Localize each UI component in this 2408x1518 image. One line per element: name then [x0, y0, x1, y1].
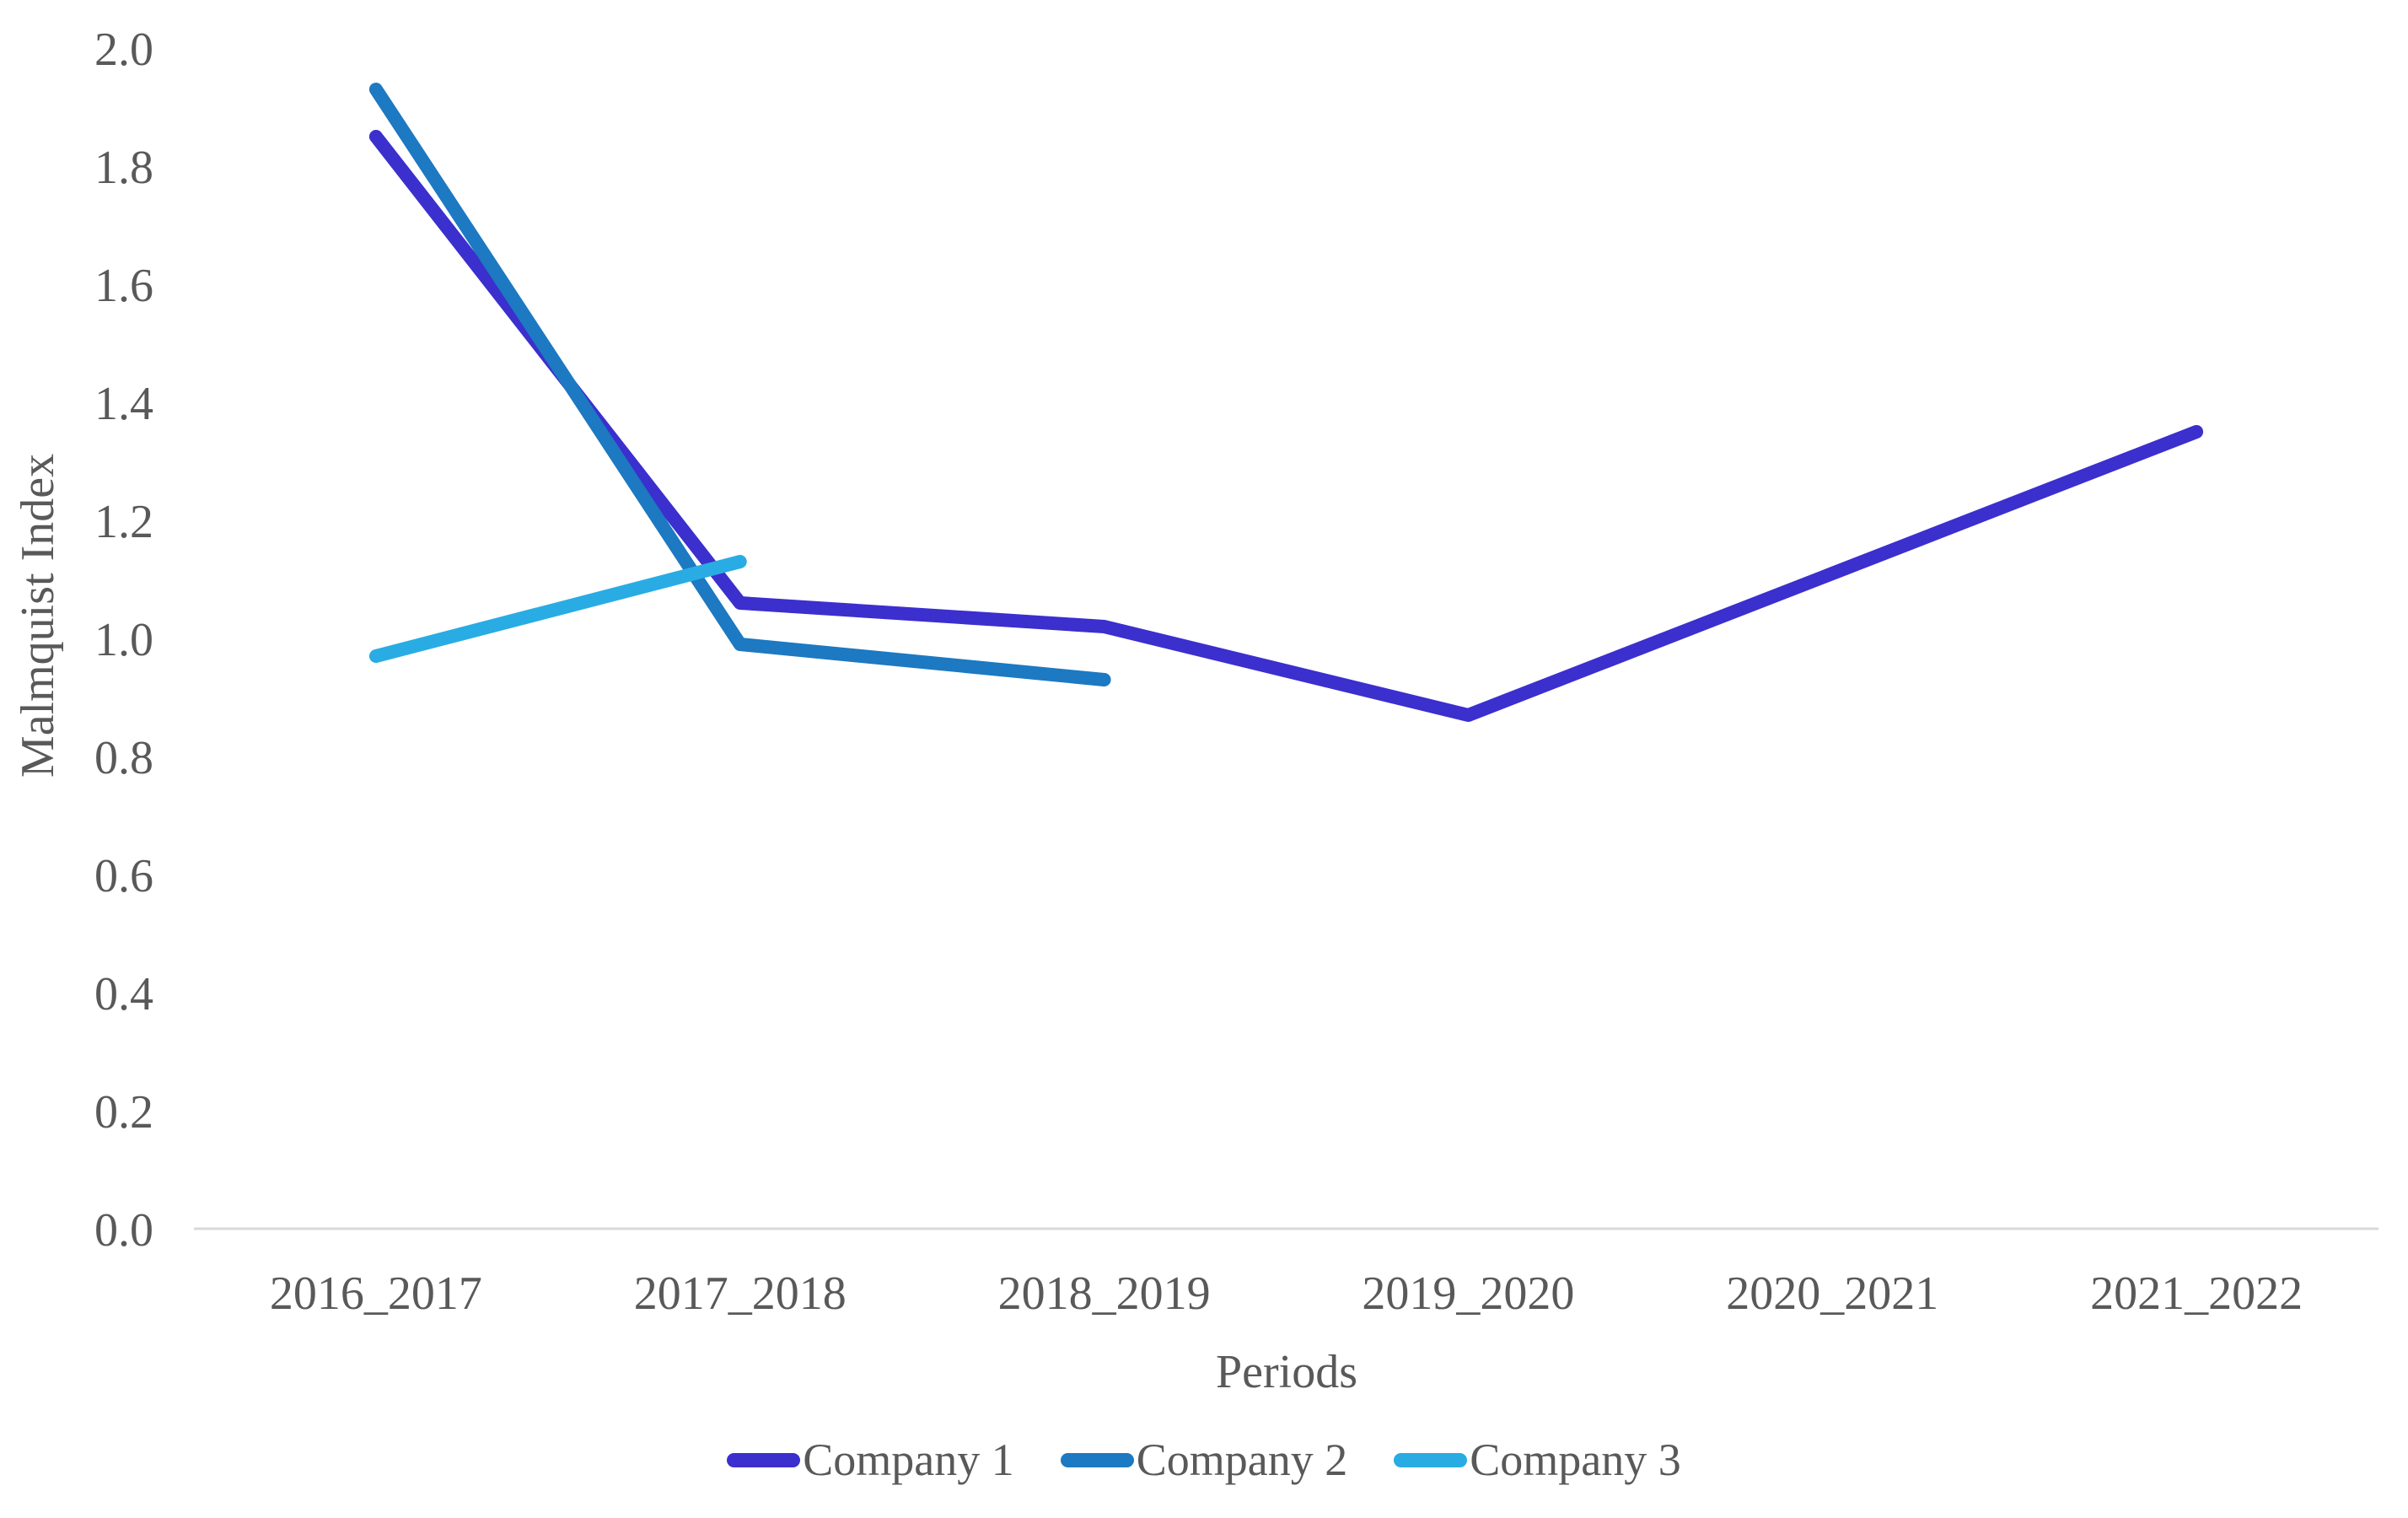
x-tick-label: 2017_2018 — [634, 1268, 847, 1320]
y-axis-title: Malmquist Index — [12, 454, 64, 778]
y-tick-label: 0.8 — [94, 732, 153, 784]
y-tick-label: 0.6 — [94, 850, 153, 902]
x-tick-label: 2021_2022 — [2090, 1268, 2303, 1320]
series-line-company-3 — [368, 555, 747, 663]
legend-swatch-company-2 — [1060, 1452, 1134, 1467]
legend-label: Company 3 — [1470, 1435, 1681, 1485]
y-tick-label: 0.2 — [94, 1086, 153, 1138]
x-tick-label: 2020_2021 — [1726, 1268, 1938, 1320]
series-lines-group — [368, 83, 2204, 722]
y-tick-label: 1.2 — [94, 496, 153, 548]
y-axis-tick-labels: 0.0 0.2 0.4 0.6 0.8 1.0 1.2 1.4 1.6 1.8 2.0 — [94, 24, 153, 1257]
legend-swatch-company-3 — [1394, 1452, 1468, 1467]
x-axis-title: Periods — [1216, 1346, 1357, 1398]
legend-item-company-1: Company 1 — [727, 1430, 1014, 1489]
x-axis-tick-labels: 2016_2017 2017_2018 2018_2019 2019_2020 2020… — [270, 1268, 2303, 1320]
legend-item-company-2: Company 2 — [1060, 1430, 1348, 1489]
y-tick-label: 1.6 — [94, 260, 153, 312]
x-tick-label: 2016_2017 — [270, 1268, 482, 1320]
y-tick-label: 0.4 — [94, 968, 153, 1020]
y-tick-label: 1.8 — [94, 142, 153, 194]
series-line-company-1 — [368, 130, 2204, 722]
x-tick-label: 2019_2020 — [1362, 1268, 1574, 1320]
x-tick-label: 2018_2019 — [998, 1268, 1211, 1320]
series-line-company-2 — [368, 83, 1111, 686]
legend-item-company-3: Company 3 — [1394, 1430, 1681, 1489]
y-tick-label: 1.0 — [94, 614, 153, 666]
legend-swatch-company-1 — [727, 1452, 801, 1467]
y-tick-label: 2.0 — [94, 24, 153, 76]
legend-label: Company 1 — [803, 1435, 1014, 1485]
y-tick-label: 0.0 — [94, 1204, 153, 1257]
legend-label: Company 2 — [1136, 1435, 1348, 1485]
legend: Company 1 Company 2 Company 3 — [0, 1430, 2408, 1489]
y-tick-label: 1.4 — [94, 378, 153, 430]
